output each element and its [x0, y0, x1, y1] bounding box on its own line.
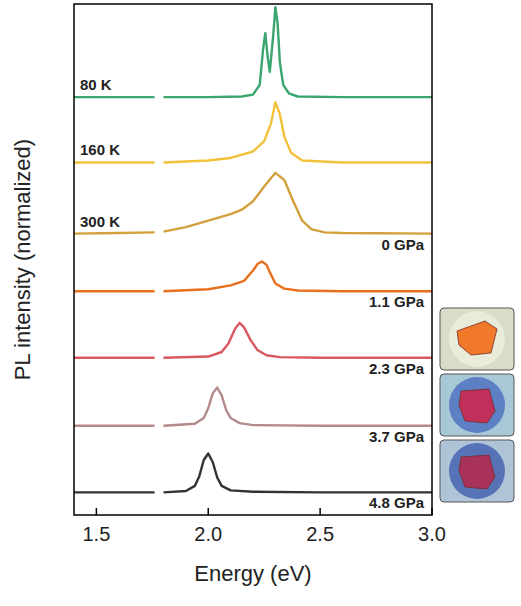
spectrum-line — [74, 7, 432, 97]
spectrum-line — [74, 454, 432, 493]
sample-photo — [440, 374, 514, 436]
spectrum-line — [74, 388, 432, 426]
spectrum-line — [74, 102, 432, 162]
x-tick-label: 2.5 — [306, 523, 334, 545]
series-group — [74, 7, 432, 492]
photo-flake — [459, 455, 495, 489]
x-tick — [96, 508, 98, 515]
photo-background — [449, 377, 505, 433]
spectrum-line — [74, 173, 432, 234]
sample-photo — [440, 308, 514, 370]
series-label: 4.8 GPa — [369, 494, 425, 511]
series-label: 2.3 GPa — [369, 360, 425, 377]
series-label: 80 K — [80, 76, 112, 93]
chart: 1.5 2.0 2.5 3.0 Energy (eV) PL intensity (nor… — [0, 0, 521, 606]
x-axis-title: Energy (eV) — [194, 561, 311, 586]
spectrum-line — [74, 323, 432, 358]
y-axis-title: PL intensity (normalized) — [10, 139, 35, 380]
x-tick-label: 3.0 — [418, 523, 446, 545]
x-tick-label: 1.5 — [82, 523, 110, 545]
x-tick-label: 2.0 — [194, 523, 222, 545]
series-label: 3.7 GPa — [369, 428, 425, 445]
x-tick — [431, 508, 433, 515]
x-tick — [319, 508, 321, 515]
series-label: 300 K — [80, 213, 120, 230]
photo-flake — [459, 389, 495, 423]
photo-background — [449, 311, 505, 367]
sample-photo — [440, 440, 514, 502]
photo-frame — [440, 374, 514, 436]
photo-flake — [457, 321, 497, 355]
series-label: 160 K — [80, 141, 120, 158]
spectrum-line — [74, 261, 432, 291]
series-label: 1.1 GPa — [369, 293, 425, 310]
photo-frame — [440, 308, 514, 370]
photo-frame — [440, 440, 514, 502]
x-tick — [208, 508, 210, 515]
photo-background — [449, 443, 505, 499]
plot-frame — [74, 4, 432, 515]
series-annotation: 0 GPa — [381, 236, 424, 253]
